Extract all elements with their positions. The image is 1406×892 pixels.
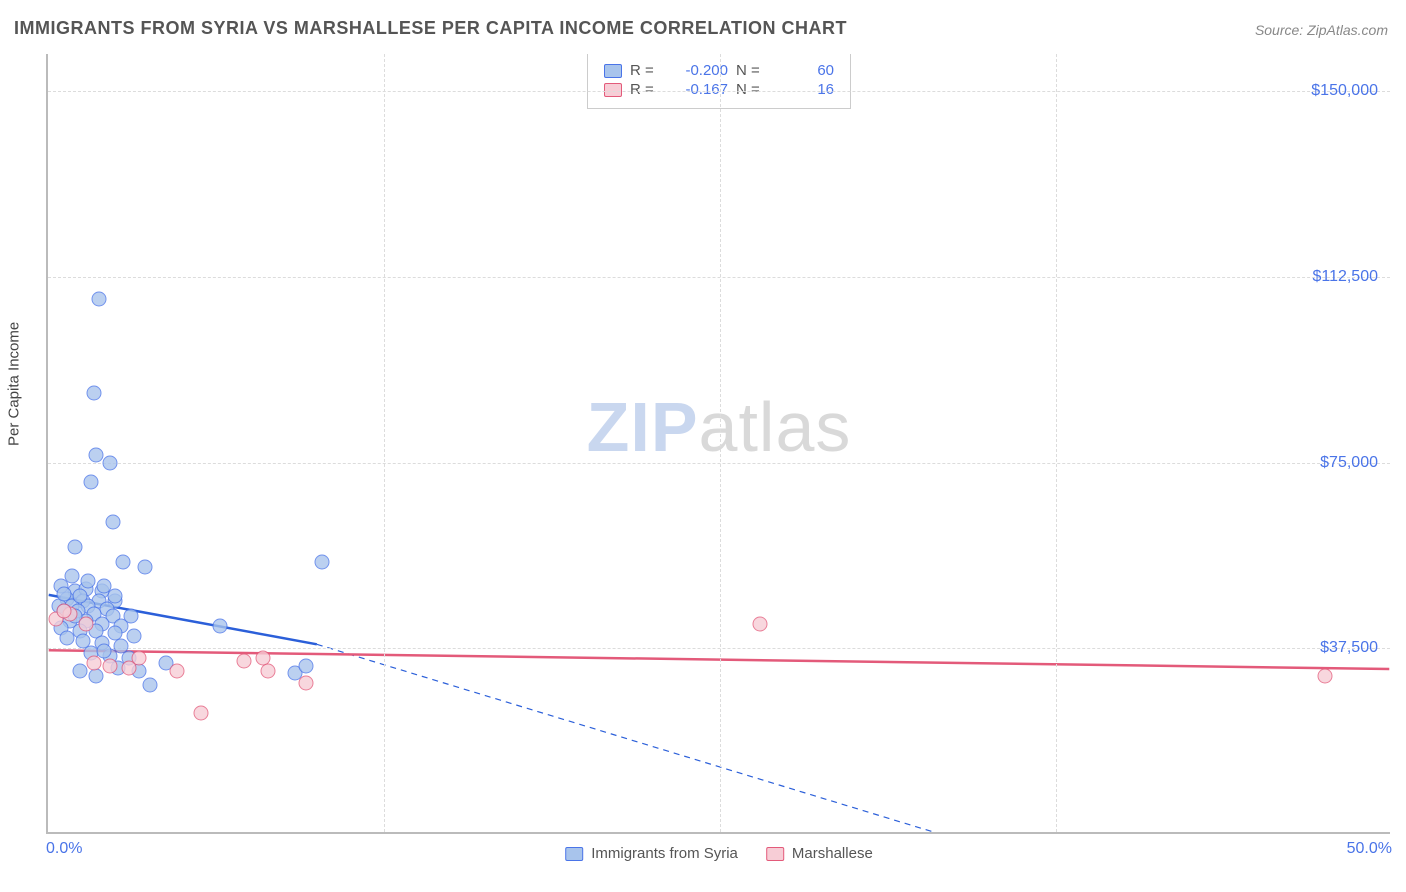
swatch-icon bbox=[766, 847, 784, 861]
trend-line bbox=[317, 644, 934, 832]
data-point bbox=[170, 663, 185, 678]
series-legend: Immigrants from Syria Marshallese bbox=[565, 845, 873, 862]
x-tick-label-min: 0.0% bbox=[46, 840, 82, 858]
legend-n-value: 60 bbox=[774, 62, 834, 79]
data-point bbox=[73, 663, 88, 678]
y-tick-label: $37,500 bbox=[1320, 639, 1378, 657]
data-point bbox=[97, 579, 112, 594]
data-point bbox=[237, 653, 252, 668]
data-point bbox=[78, 616, 93, 631]
swatch-icon bbox=[604, 64, 622, 78]
legend-r-value: -0.200 bbox=[668, 62, 728, 79]
data-point bbox=[213, 619, 228, 634]
correlation-legend: R = -0.200 N = 60 R = -0.167 N = 16 bbox=[587, 54, 851, 109]
data-point bbox=[1317, 668, 1332, 683]
legend-row-series-0: R = -0.200 N = 60 bbox=[604, 62, 834, 79]
legend-n-label: N = bbox=[736, 81, 766, 98]
data-point bbox=[65, 569, 80, 584]
data-point bbox=[261, 663, 276, 678]
data-point bbox=[81, 574, 96, 589]
data-point bbox=[57, 604, 72, 619]
grid-line-vertical bbox=[720, 54, 721, 832]
grid-line-vertical bbox=[384, 54, 385, 832]
grid-line-horizontal bbox=[48, 91, 1390, 92]
legend-series-name: Marshallese bbox=[792, 845, 873, 862]
data-point bbox=[753, 616, 768, 631]
swatch-icon bbox=[604, 83, 622, 97]
data-point bbox=[143, 678, 158, 693]
legend-r-label: R = bbox=[630, 62, 660, 79]
data-point bbox=[194, 705, 209, 720]
legend-n-label: N = bbox=[736, 62, 766, 79]
legend-n-value: 16 bbox=[774, 81, 834, 98]
data-point bbox=[315, 554, 330, 569]
data-point bbox=[127, 628, 142, 643]
legend-item-series-1: Marshallese bbox=[766, 845, 873, 862]
data-point bbox=[121, 661, 136, 676]
watermark-zip: ZIP bbox=[587, 388, 699, 466]
plot-area: ZIPatlas R = -0.200 N = 60 R = -0.167 N … bbox=[46, 54, 1390, 834]
data-point bbox=[102, 455, 117, 470]
data-point bbox=[84, 475, 99, 490]
legend-item-series-0: Immigrants from Syria bbox=[565, 845, 738, 862]
data-point bbox=[86, 656, 101, 671]
data-point bbox=[57, 586, 72, 601]
y-tick-label: $75,000 bbox=[1320, 454, 1378, 472]
data-point bbox=[86, 386, 101, 401]
data-point bbox=[102, 658, 117, 673]
legend-r-label: R = bbox=[630, 81, 660, 98]
chart-title: IMMIGRANTS FROM SYRIA VS MARSHALLESE PER… bbox=[14, 18, 847, 39]
legend-series-name: Immigrants from Syria bbox=[591, 845, 738, 862]
legend-r-value: -0.167 bbox=[668, 81, 728, 98]
swatch-icon bbox=[565, 847, 583, 861]
data-point bbox=[137, 559, 152, 574]
watermark-atlas: atlas bbox=[699, 388, 852, 466]
x-tick-label-max: 50.0% bbox=[1347, 840, 1392, 858]
grid-line-vertical bbox=[1056, 54, 1057, 832]
data-point bbox=[59, 631, 74, 646]
trend-lines-layer bbox=[48, 54, 1390, 832]
data-point bbox=[299, 675, 314, 690]
grid-line-horizontal bbox=[48, 463, 1390, 464]
data-point bbox=[67, 539, 82, 554]
watermark: ZIPatlas bbox=[587, 387, 852, 467]
y-axis-title: Per Capita Income bbox=[6, 322, 23, 446]
data-point bbox=[92, 292, 107, 307]
y-tick-label: $150,000 bbox=[1311, 82, 1378, 100]
y-tick-label: $112,500 bbox=[1312, 268, 1378, 286]
data-point bbox=[116, 554, 131, 569]
legend-row-series-1: R = -0.167 N = 16 bbox=[604, 81, 834, 98]
data-point bbox=[299, 658, 314, 673]
grid-line-horizontal bbox=[48, 648, 1390, 649]
grid-line-horizontal bbox=[48, 277, 1390, 278]
data-point bbox=[105, 515, 120, 530]
data-point bbox=[97, 643, 112, 658]
data-point bbox=[73, 589, 88, 604]
source-attribution: Source: ZipAtlas.com bbox=[1255, 22, 1388, 38]
